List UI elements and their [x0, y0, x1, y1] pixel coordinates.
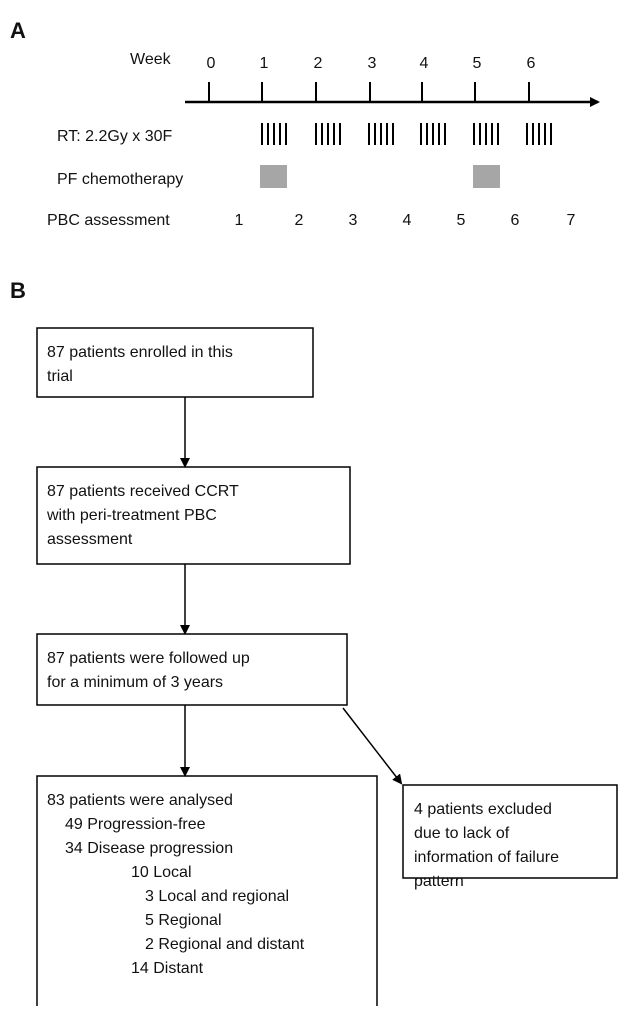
chemo-block [260, 165, 287, 188]
panel-label: A [10, 18, 26, 43]
box-line: 4 patients excluded [414, 801, 552, 818]
box-line: trial [47, 368, 73, 385]
box [36, 466, 351, 565]
pbc-point: 5 [457, 212, 466, 229]
pbc-point: 3 [349, 212, 358, 229]
box-line: 83 patients were analysed [47, 792, 233, 809]
row-label: PF chemotherapy [57, 171, 183, 188]
box [402, 784, 618, 879]
chemo-block [473, 165, 500, 188]
box-line: 10 Local [131, 864, 192, 881]
box-line: 87 patients received CCRT [47, 483, 239, 500]
box-line: 5 Regional [145, 912, 222, 929]
box-line: with peri-treatment PBC [46, 507, 217, 524]
week-title: Week [130, 51, 172, 68]
box [36, 775, 378, 1011]
week-label: 0 [207, 55, 216, 72]
box-line: 49 Progression-free [65, 816, 206, 833]
box-line: due to lack of [414, 825, 510, 842]
panel-label: B [10, 278, 26, 303]
pbc-point: 4 [403, 212, 412, 229]
flowchart [36, 327, 618, 1011]
pbc-point: 2 [295, 212, 304, 229]
box-line: 34 Disease progression [65, 840, 233, 857]
week-label: 2 [314, 55, 323, 72]
box-line: for a minimum of 3 years [47, 674, 223, 691]
pbc-point: 6 [511, 212, 520, 229]
week-label: 4 [420, 55, 429, 72]
box [36, 633, 348, 706]
box-line: 2 Regional and distant [145, 936, 305, 953]
pbc-point: 1 [235, 212, 244, 229]
week-label: 3 [368, 55, 377, 72]
box-line: assessment [47, 531, 133, 548]
box-line: information of failure [414, 849, 559, 866]
box-line: 3 Local and regional [145, 888, 289, 905]
box-line: 87 patients were followed up [47, 650, 250, 667]
row-label: RT: 2.2Gy x 30F [57, 128, 173, 145]
week-label: 5 [473, 55, 482, 72]
box [36, 327, 314, 398]
box-line: 87 patients enrolled in this [47, 344, 233, 361]
week-label: 6 [527, 55, 536, 72]
box-line: pattern [414, 873, 464, 890]
arrow [342, 707, 403, 785]
week-label: 1 [260, 55, 269, 72]
row-label: PBC assessment [47, 212, 170, 229]
box-line: 14 Distant [131, 960, 204, 977]
pbc-point: 7 [567, 212, 576, 229]
